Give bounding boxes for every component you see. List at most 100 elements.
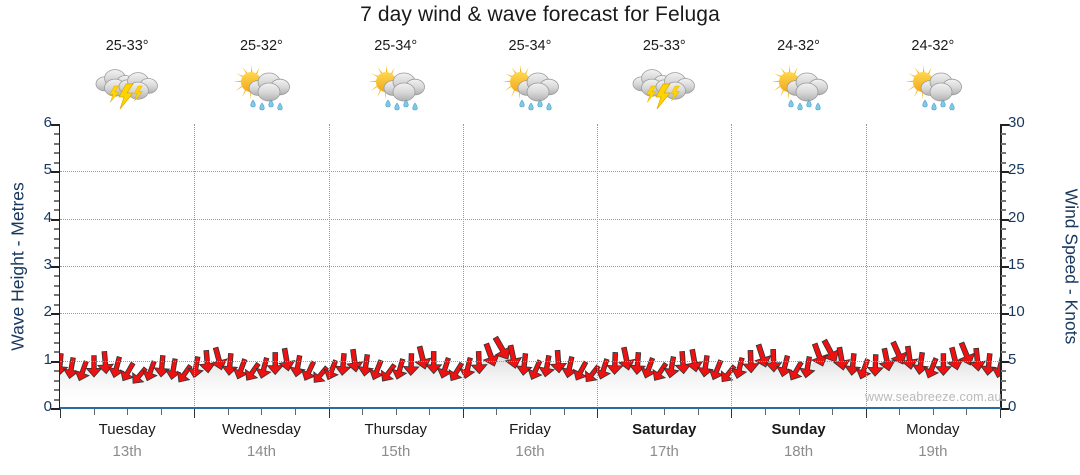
sun-cloud-rain-icon	[905, 64, 962, 111]
day-name: Wednesday	[221, 421, 301, 438]
axis-tick-minor	[1001, 180, 1006, 183]
day-name: Monday	[906, 421, 960, 438]
wind-arrow	[334, 353, 352, 376]
wind-arrow	[652, 361, 669, 381]
axis-tick-minor	[54, 351, 59, 354]
left-axis-tick-label: 0	[43, 398, 52, 415]
wind-arrow	[674, 350, 692, 375]
axis-tick-minor	[54, 237, 59, 240]
wind-arrow	[289, 354, 306, 378]
day-date: 18th	[783, 443, 814, 460]
axis-tick	[1001, 124, 1009, 126]
axis-tick	[51, 171, 59, 174]
temperature-range: 25-33°	[105, 38, 149, 54]
day-footer-3: Thursday 15th	[329, 419, 463, 473]
wind-arrow	[923, 357, 940, 379]
day-date: 16th	[515, 443, 545, 460]
thunderstorm-icon	[95, 69, 158, 110]
axis-tick-minor	[54, 322, 59, 325]
wind-arrow-group	[60, 335, 1000, 384]
axis-tick	[1001, 313, 1009, 316]
axis-tick	[1001, 218, 1009, 221]
left-axis-tick-label: 4	[43, 208, 52, 226]
left-axis-tick-label: 1	[43, 350, 52, 368]
day-footer-6: Sunday 18th	[731, 419, 865, 473]
axis-tick-minor	[1001, 161, 1006, 164]
axis-tick-minor	[1001, 341, 1006, 344]
day-footer-1: Tuesday 13th	[60, 419, 194, 473]
right-axis-tick-label: 15	[1008, 256, 1025, 273]
right-axis-tick-label: 30	[1008, 114, 1025, 131]
axis-tick-minor	[1001, 303, 1006, 306]
day-date: 17th	[649, 443, 679, 460]
axis-tick-minor	[1001, 379, 1006, 382]
axis-tick	[1001, 360, 1009, 363]
axis-tick-minor	[54, 284, 59, 287]
axis-tick-minor	[54, 180, 59, 183]
wind-arrow	[436, 357, 453, 379]
wind-arrow	[946, 346, 964, 371]
sun-cloud-rain-icon	[368, 64, 425, 111]
wind-arrow	[74, 360, 90, 382]
day-header-5: 25-33°	[597, 36, 731, 122]
axis-tick-minor	[1001, 199, 1006, 202]
wind-arrow	[414, 345, 432, 370]
x-axis-tick	[127, 409, 129, 415]
axis-tick-minor	[54, 133, 59, 136]
wind-arrow	[696, 354, 714, 378]
wind-arrow	[85, 355, 103, 378]
x-axis-tick	[731, 409, 733, 418]
day-footer-row: Tuesday 13th Wednesday 14th Thursday 15th Frid…	[60, 419, 1000, 473]
wind-arrow	[255, 356, 272, 379]
wind-arrow	[798, 356, 816, 379]
page-title: 7 day wind & wave forecast for Feluga	[360, 3, 720, 26]
wind-arrow	[142, 360, 158, 382]
zero-baseline	[60, 407, 1001, 409]
day-header-7: 24-32°	[866, 36, 1000, 122]
day-header-1: 25-33°	[60, 36, 194, 122]
x-axis-tick	[261, 409, 263, 415]
temperature-range: 24-32°	[911, 38, 955, 54]
wind-arrow	[832, 346, 851, 371]
axis-tick-minor	[54, 256, 59, 259]
x-axis-tick	[93, 409, 95, 415]
wind-arrow	[662, 356, 680, 379]
x-axis-tick	[1000, 409, 1001, 418]
right-axis-title: Wind Speed - Knots	[1061, 188, 1080, 345]
wind-arrow	[301, 360, 317, 381]
temperature-range: 25-33°	[642, 38, 686, 54]
right-axis-tick-label: 5	[1008, 350, 1017, 368]
axis-tick-minor	[54, 294, 59, 297]
wind-arrow	[448, 361, 465, 382]
gridline-h	[60, 218, 1000, 220]
wind-arrow	[572, 360, 589, 381]
axis-tick	[51, 218, 59, 221]
wind-arrow	[527, 359, 543, 381]
wind-arrow	[788, 360, 804, 381]
axis-tick	[51, 266, 59, 268]
axis-tick-minor	[1001, 209, 1006, 212]
wind-arrow	[470, 351, 488, 375]
wind-arrow	[911, 351, 930, 375]
wind-arrow	[560, 356, 578, 379]
axis-tick-minor	[1001, 247, 1006, 250]
wind-arrow	[380, 363, 397, 382]
left-axis-title: Wave Height - Metres	[7, 182, 28, 351]
axis-tick-minor	[54, 161, 59, 164]
day-footer-7: Monday 19th	[866, 419, 1000, 473]
sun-cloud-rain-icon	[771, 64, 828, 111]
x-axis-tick	[160, 409, 162, 415]
x-axis-tick	[832, 409, 834, 415]
wind-arrow	[232, 358, 249, 380]
x-axis-tick	[664, 409, 666, 415]
wind-arrow	[504, 344, 523, 369]
left-axis-tick-label: 2	[43, 303, 52, 321]
x-axis-tick	[328, 409, 330, 418]
wind-arrow	[391, 358, 408, 380]
axis-tick-minor	[1001, 322, 1006, 325]
wind-arrow	[617, 346, 636, 371]
axis-tick-minor	[54, 389, 59, 392]
day-date: 13th	[112, 443, 142, 460]
x-axis-tick	[429, 409, 431, 415]
